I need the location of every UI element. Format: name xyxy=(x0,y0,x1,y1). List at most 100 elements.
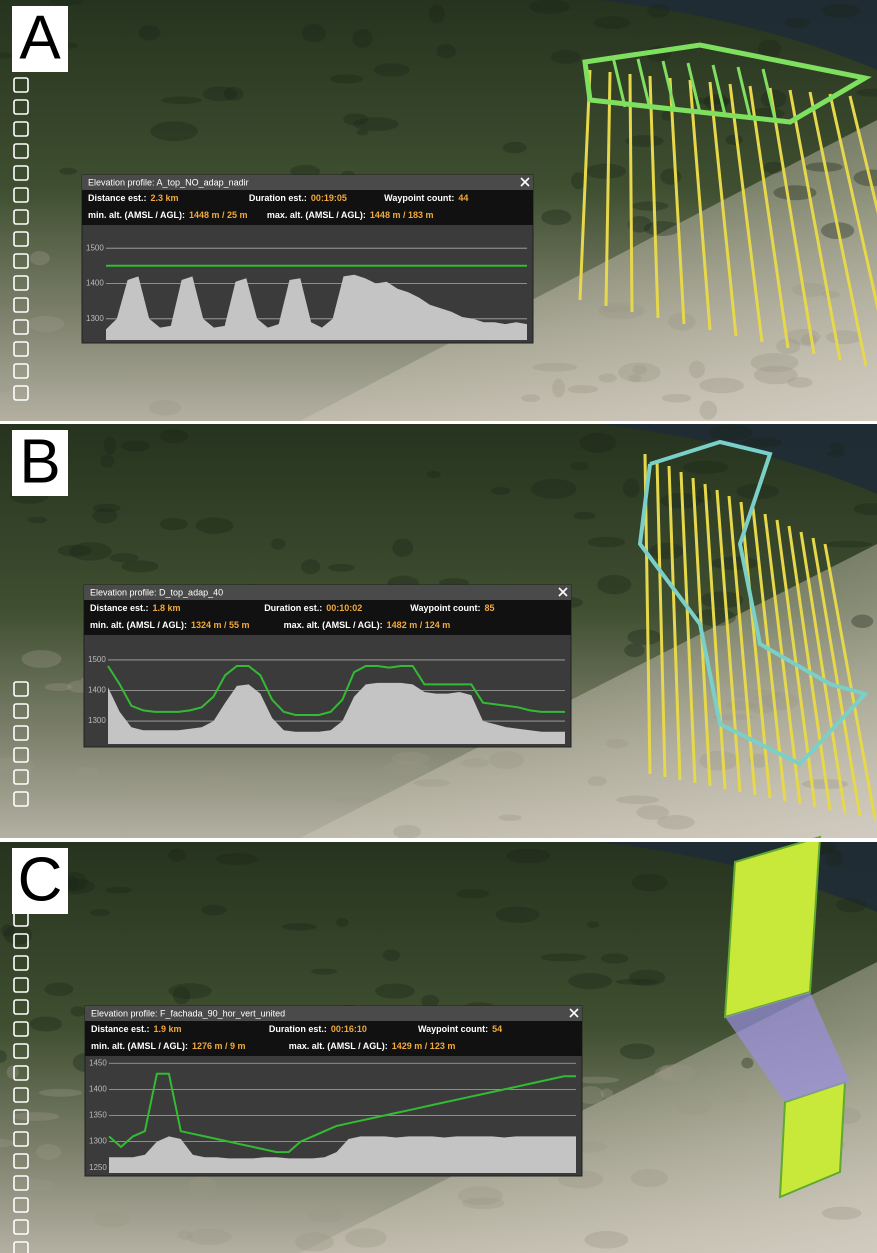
info-value: 1324 m / 55 m xyxy=(191,620,250,630)
vegetation xyxy=(100,454,114,467)
vegetation xyxy=(529,0,570,14)
panel-label: A xyxy=(19,3,61,72)
vegetation xyxy=(521,394,540,402)
info-value: 1448 m / 183 m xyxy=(370,210,434,220)
vegetation xyxy=(168,849,186,862)
y-tick-label: 1250 xyxy=(89,1163,107,1172)
separator xyxy=(0,421,877,424)
vegetation xyxy=(12,1112,59,1121)
info-item: Distance est.: 1.8 km xyxy=(90,603,181,613)
info-value: 00:16:10 xyxy=(331,1024,367,1034)
vegetation xyxy=(456,889,489,898)
profile-title: Elevation profile: F_fachada_90_hor_vert… xyxy=(91,1008,285,1018)
vegetation xyxy=(461,758,489,767)
y-tick-label: 1400 xyxy=(86,279,104,288)
vegetation xyxy=(616,796,659,805)
vegetation xyxy=(699,378,744,394)
vegetation xyxy=(458,1186,503,1205)
info-label: min. alt. (AMSL / AGL): xyxy=(88,210,185,220)
vegetation xyxy=(271,538,286,549)
vegetation xyxy=(382,761,429,776)
info-item: min. alt. (AMSL / AGL): 1448 m / 25 m xyxy=(88,210,248,220)
vegetation xyxy=(762,692,799,710)
info-item: Distance est.:1.9 km xyxy=(91,1024,182,1034)
vegetation xyxy=(90,909,111,916)
vegetation xyxy=(27,316,64,332)
y-tick-label: 1300 xyxy=(88,716,106,725)
vegetation xyxy=(741,1058,753,1069)
vegetation xyxy=(588,776,606,786)
vegetation xyxy=(93,1211,129,1227)
vegetation xyxy=(731,1090,747,1103)
profile-title: Elevation profile: A_top_NO_adap_nadir xyxy=(88,177,249,187)
vegetation xyxy=(676,1097,712,1114)
info-item: Distance est.:2.3 km xyxy=(88,193,179,203)
vegetation xyxy=(683,461,728,474)
profile-title: Elevation profile: D_top_adap_40 xyxy=(90,587,223,597)
info-label: Distance est.: xyxy=(91,1024,150,1034)
info-label: Waypoint count: xyxy=(418,1024,488,1034)
vegetation xyxy=(824,541,872,548)
info-label: Distance est.: xyxy=(90,603,149,613)
vegetation xyxy=(491,487,511,495)
vegetation xyxy=(766,228,791,243)
vegetation xyxy=(587,537,625,548)
vegetation xyxy=(436,44,456,58)
vegetation xyxy=(822,1207,862,1220)
vegetation xyxy=(45,683,73,691)
info-value: 2.3 km xyxy=(151,193,179,203)
vegetation xyxy=(632,874,668,891)
vegetation xyxy=(121,440,150,451)
vegetation xyxy=(826,849,843,867)
separator xyxy=(0,838,877,842)
vegetation xyxy=(309,1207,344,1223)
info-item: max. alt. (AMSL / AGL):1429 m / 123 m xyxy=(289,1041,456,1051)
vegetation xyxy=(301,559,320,574)
info-label: max. alt. (AMSL / AGL): xyxy=(289,1041,388,1051)
info-label: Duration est.: xyxy=(269,1024,327,1034)
vegetation xyxy=(374,63,410,76)
info-value: 1.8 km xyxy=(153,603,181,613)
panel: B Elevation profile: D_top_adap_40 Distanc… xyxy=(0,424,877,839)
vegetation xyxy=(541,953,587,961)
vegetation xyxy=(662,394,691,403)
vegetation xyxy=(375,983,415,998)
vegetation xyxy=(532,363,577,372)
vegetation xyxy=(623,478,640,497)
vegetation xyxy=(708,424,753,440)
vegetation xyxy=(198,774,239,784)
vegetation xyxy=(660,169,681,185)
vegetation xyxy=(836,898,867,913)
info-item: max. alt. (AMSL / AGL):1482 m / 124 m xyxy=(284,620,451,630)
info-value: 00:10:02 xyxy=(326,603,362,613)
vegetation xyxy=(30,251,50,265)
vegetation xyxy=(499,815,522,821)
panel-label: B xyxy=(19,427,60,496)
figure: A Elevation profile: A_top_NO_adap_nadir D… xyxy=(0,0,877,1253)
vegetation xyxy=(121,560,158,572)
vegetation xyxy=(496,907,540,923)
vegetation xyxy=(302,24,326,42)
info-value: 1448 m / 25 m xyxy=(189,210,248,220)
vegetation xyxy=(506,849,550,864)
vegetation xyxy=(336,918,348,927)
vegetation xyxy=(599,305,633,312)
vegetation xyxy=(594,16,631,29)
info-value: 54 xyxy=(492,1024,502,1034)
vegetation xyxy=(332,797,373,803)
y-tick-label: 1500 xyxy=(86,243,104,252)
vegetation xyxy=(699,751,738,771)
vegetation xyxy=(668,313,696,331)
panel-label: C xyxy=(18,845,63,914)
vegetation xyxy=(851,615,873,628)
vegetation xyxy=(59,168,77,175)
vegetation xyxy=(644,221,681,236)
vegetation xyxy=(343,113,368,125)
vegetation xyxy=(168,983,211,999)
info-label: Duration est.: xyxy=(264,603,322,613)
vegetation xyxy=(567,385,598,393)
vegetation xyxy=(392,539,413,557)
vegetation xyxy=(827,451,846,458)
vegetation xyxy=(822,291,840,299)
info-label: min. alt. (AMSL / AGL): xyxy=(91,1041,188,1051)
